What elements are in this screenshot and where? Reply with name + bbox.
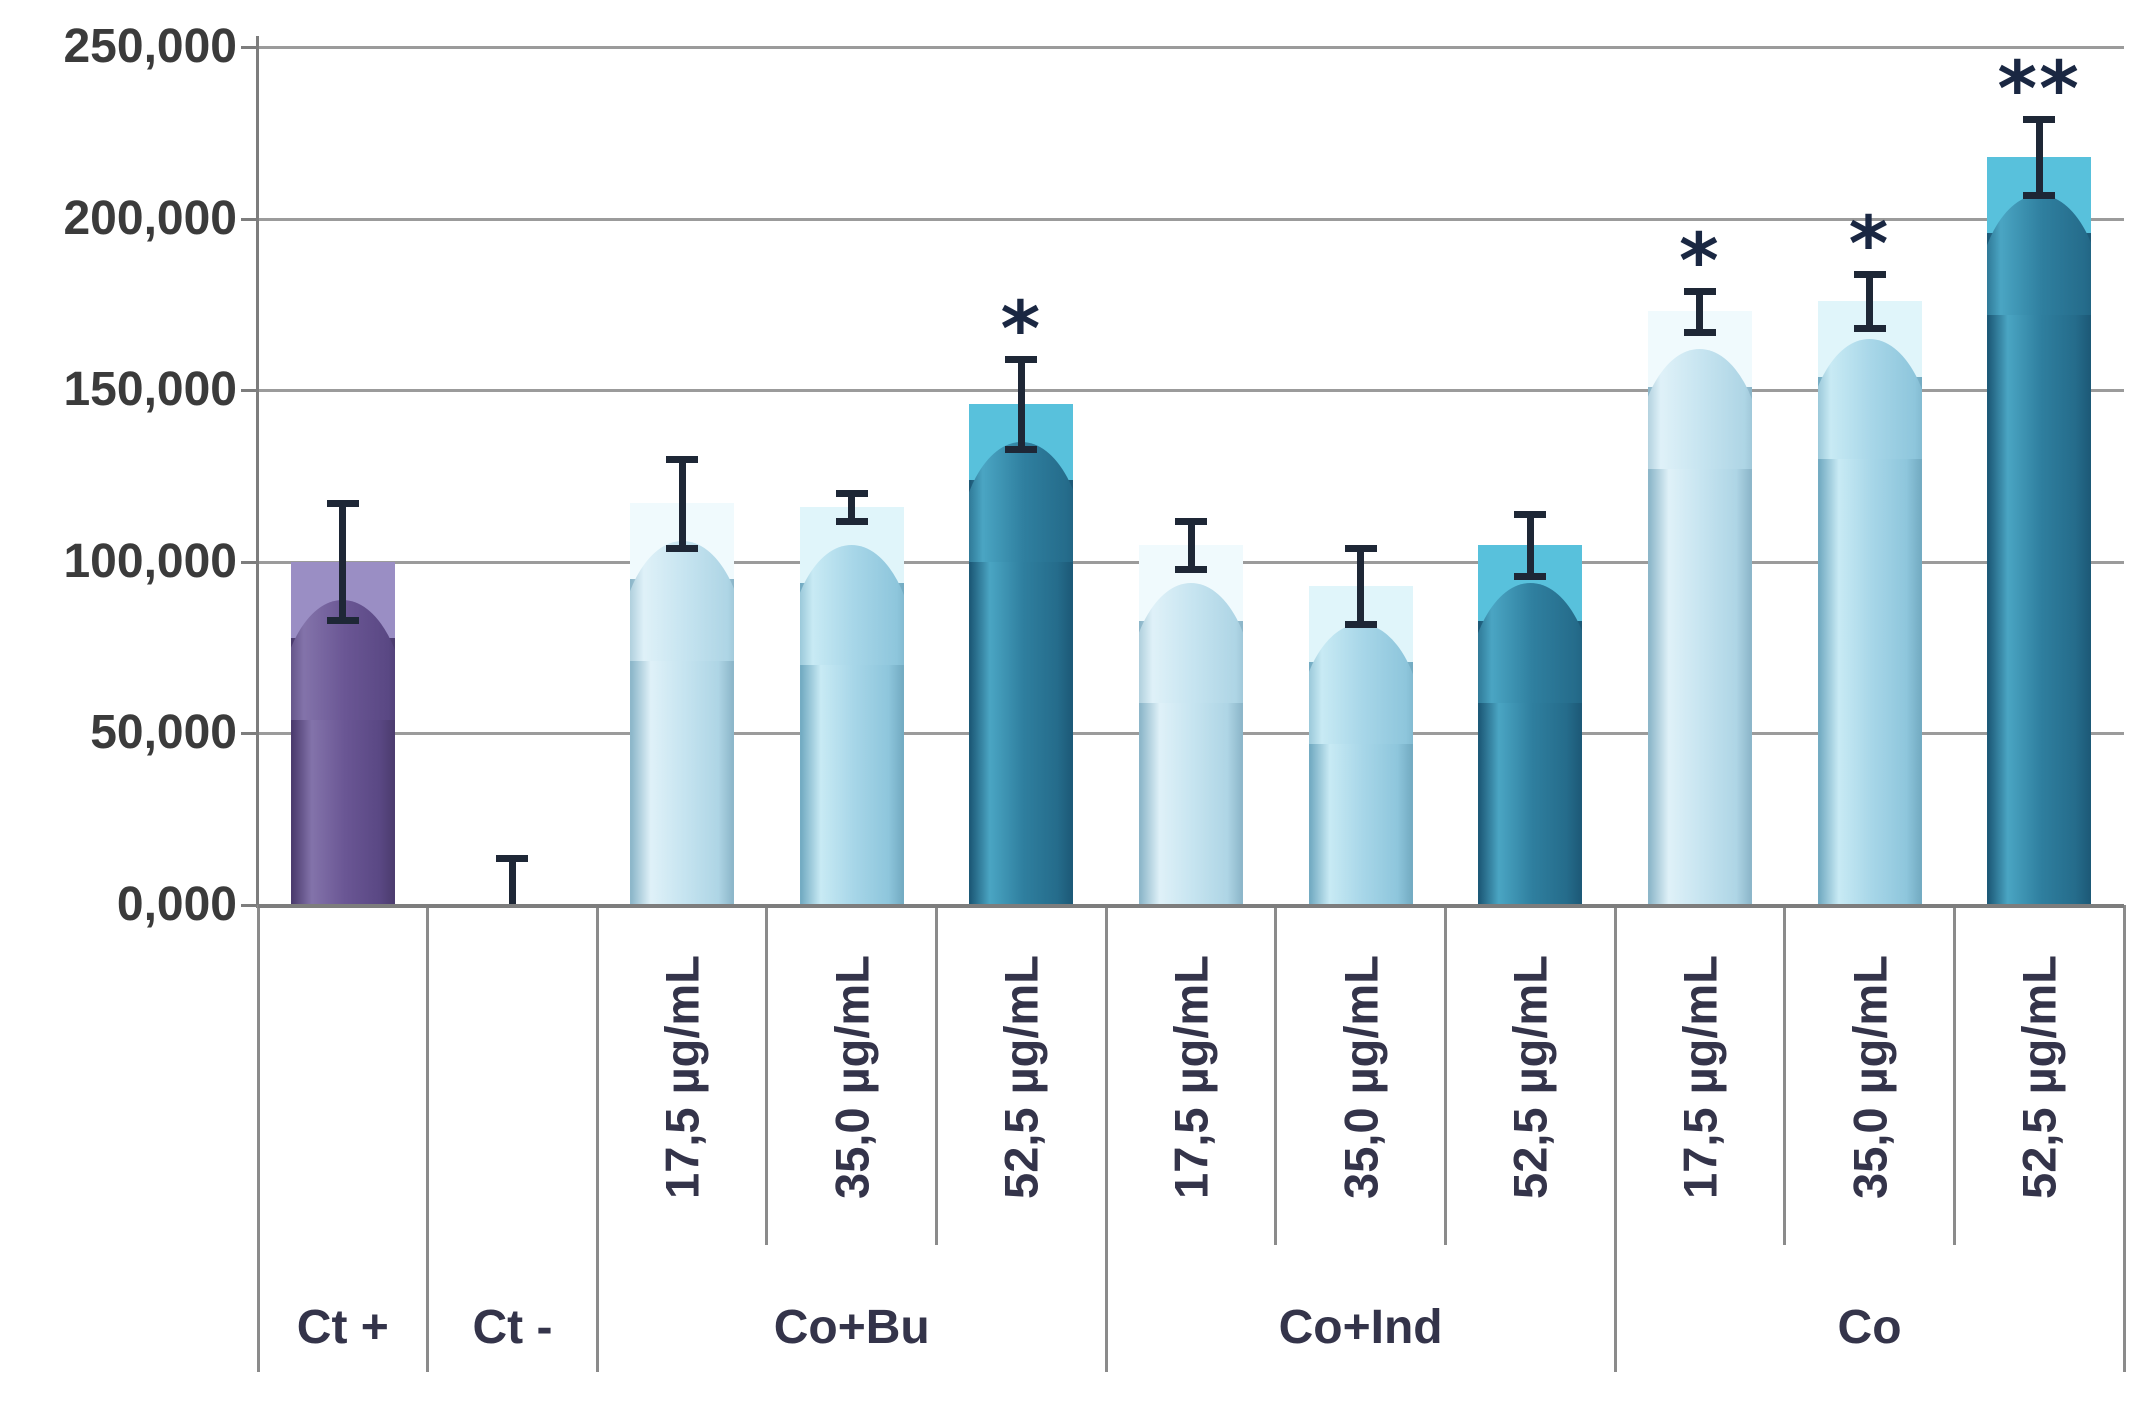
group-separator-line	[2122, 905, 2126, 1372]
column-separator-line	[935, 905, 939, 1245]
bar-bevel	[1987, 194, 2092, 315]
bar	[1817, 300, 1922, 905]
x-tick-label-concentration: 17,5 µg/mL	[1673, 955, 1727, 1199]
error-bar-line	[1187, 520, 1195, 569]
bar-bevel	[1478, 582, 1583, 703]
y-axis-tick	[241, 46, 258, 49]
bar	[630, 503, 735, 905]
error-bar-cap-bottom	[666, 545, 699, 553]
column-separator-line	[1952, 905, 1956, 1245]
bar-bevel	[630, 541, 735, 662]
x-tick-label-concentration: 35,0 µg/mL	[1843, 955, 1897, 1199]
y-tick-label: 100,000	[63, 534, 237, 588]
error-bar-line	[1357, 548, 1365, 624]
y-tick-label: 250,000	[63, 20, 237, 73]
x-tick-label-concentration: 35,0 µg/mL	[825, 955, 879, 1199]
x-group-label: Ct -	[472, 1301, 553, 1354]
bar	[799, 506, 904, 905]
bar-bevel	[1139, 582, 1243, 703]
column-separator-line	[765, 905, 769, 1245]
y-axis-tick	[241, 732, 258, 736]
y-tick-label: 150,000	[63, 363, 237, 417]
y-axis-tick	[241, 217, 258, 221]
x-tick-label-concentration: 17,5 µg/mL	[655, 955, 709, 1199]
error-bar-line	[1017, 359, 1025, 449]
error-bar-cap-bottom	[2023, 191, 2056, 199]
significance-label: **	[1997, 44, 2081, 134]
x-group-label: Ct +	[296, 1301, 389, 1354]
error-bar-cap-bottom	[835, 517, 868, 525]
bar-bevel	[1817, 338, 1922, 459]
x-group-label: Co+Bu	[773, 1301, 930, 1354]
significance-label: *	[1848, 198, 1891, 288]
y-axis-tick	[241, 389, 258, 393]
gridline	[258, 46, 2124, 49]
error-bar-cap-top	[1005, 356, 1038, 364]
error-bar-cap-bottom	[1514, 572, 1547, 580]
group-separator-line	[595, 905, 599, 1372]
group-separator-line	[1613, 905, 1617, 1372]
y-tick-label: 200,000	[63, 191, 237, 245]
error-bar-line	[848, 493, 856, 521]
error-bar-cap-top	[1344, 545, 1377, 553]
error-bar-cap-top	[666, 455, 699, 463]
bar-bevel	[1308, 623, 1413, 744]
x-group-label: Co+Ind	[1278, 1301, 1443, 1354]
y-tick-label: 50,000	[90, 706, 237, 760]
error-bar-cap-top	[1853, 270, 1886, 278]
gridline	[258, 389, 2124, 393]
error-bar-line	[1696, 290, 1704, 332]
gridline	[258, 217, 2124, 221]
significance-label: *	[1679, 215, 1721, 305]
error-bar-cap-top	[326, 500, 359, 508]
error-bar-line	[1866, 273, 1874, 329]
group-separator-line	[426, 905, 430, 1372]
y-tick-label: 0,000	[116, 878, 237, 931]
x-tick-label-concentration: 17,5 µg/mL	[1164, 955, 1218, 1199]
error-bar-cap-top	[835, 490, 868, 498]
error-bar-cap-bottom	[1005, 445, 1038, 453]
error-bar-cap-bottom	[1683, 328, 1716, 336]
error-bar-cap-top	[1514, 510, 1547, 518]
x-tick-label-concentration: 52,5 µg/mL	[994, 955, 1048, 1199]
group-separator-line	[1104, 905, 1108, 1372]
bar-bevel	[1647, 349, 1752, 470]
error-bar-line	[2035, 119, 2043, 195]
column-separator-line	[1443, 905, 1447, 1245]
error-bar-line	[339, 503, 347, 621]
bar	[969, 403, 1074, 905]
y-axis-tick	[241, 560, 258, 564]
bar	[1308, 585, 1413, 905]
error-bar-cap-top	[496, 854, 529, 862]
y-axis-tick	[241, 904, 258, 907]
error-bar-cap-top	[1683, 287, 1716, 295]
y-axis-line	[256, 36, 259, 908]
bar	[1647, 311, 1752, 905]
x-tick-label-concentration: 52,5 µg/mL	[2012, 955, 2066, 1199]
error-bar-cap-top	[2023, 116, 2056, 124]
bar	[1139, 544, 1243, 905]
bar	[1478, 544, 1583, 905]
column-separator-line	[1783, 905, 1787, 1245]
x-tick-label-concentration: 35,0 µg/mL	[1334, 955, 1388, 1199]
error-bar-cap-bottom	[1175, 565, 1207, 573]
bar-bevel	[799, 544, 904, 665]
error-bar-line	[678, 458, 686, 549]
group-separator-line	[256, 905, 260, 1372]
error-bar-cap-bottom	[1853, 325, 1886, 333]
significance-label: *	[1000, 284, 1043, 374]
error-bar-line	[1526, 513, 1534, 576]
error-bar-line	[508, 857, 516, 905]
column-separator-line	[1274, 905, 1278, 1245]
bar	[1987, 156, 2092, 905]
bar-bevel	[969, 441, 1074, 562]
x-axis-line	[258, 904, 2124, 908]
x-tick-label-concentration: 52,5 µg/mL	[1503, 955, 1557, 1199]
x-group-label: Co	[1837, 1301, 1902, 1354]
error-bar-cap-bottom	[1344, 620, 1377, 628]
error-bar-cap-bottom	[326, 617, 359, 625]
error-bar-cap-top	[1175, 517, 1207, 525]
